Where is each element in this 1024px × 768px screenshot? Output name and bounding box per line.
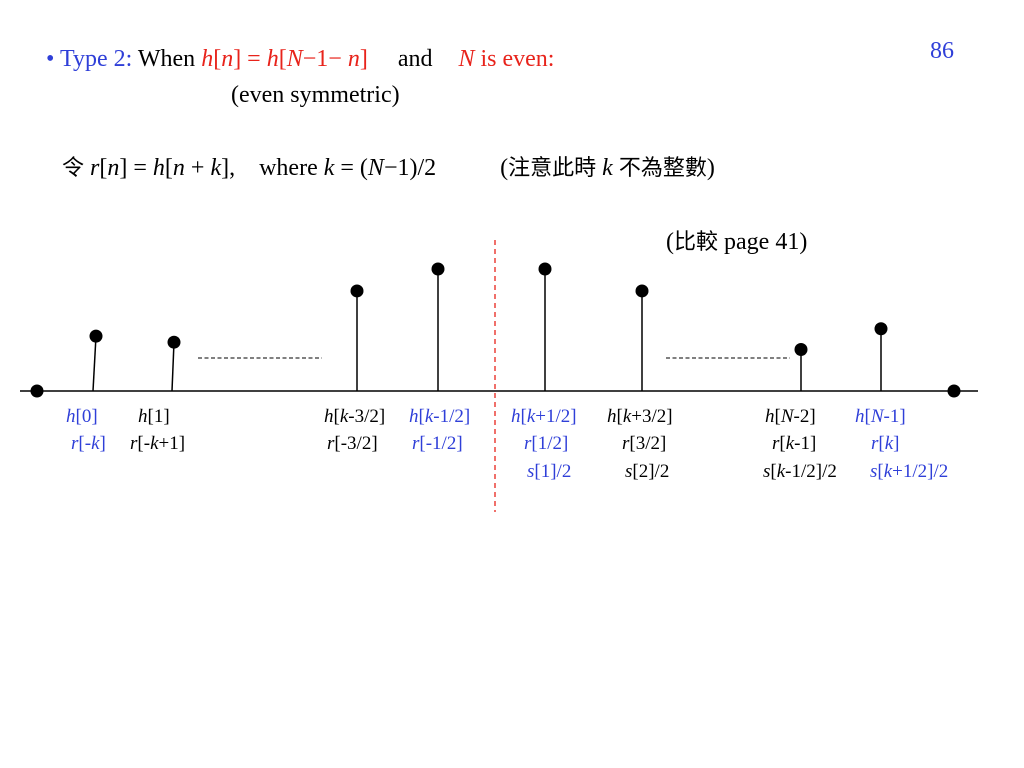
label-rk: r[k] [871, 433, 900, 454]
where-text: where k = (N−1)/2 [259, 155, 437, 181]
label-rmk: r[-k] [71, 433, 106, 454]
stem-line [171, 342, 175, 392]
stem-dot [794, 343, 808, 357]
definition-line: 令 r[n] = h[n + k], where k = (N−1)/2 (注意… [62, 150, 715, 182]
label-hkp12: h[k+1/2] [511, 406, 577, 427]
type-heading: • Type 2: When h[n] = h[N−1− n] and N is… [46, 46, 554, 73]
type-label: Type 2: [59, 46, 133, 72]
definition-note: (注意此時 k 不為整數) [500, 155, 715, 181]
label-rmkp1: r[-k+1] [130, 433, 186, 454]
label-r12: r[1/2] [524, 433, 569, 454]
when-text: When [137, 46, 196, 72]
stem-dot [30, 384, 44, 398]
label-h1: h[1] [138, 406, 170, 427]
page-number: 86 [930, 38, 954, 64]
label-hN1: h[N-1] [855, 406, 906, 427]
stem-dot [89, 329, 103, 343]
label-s1: s[1]/2 [527, 461, 572, 482]
stem-dot [431, 262, 445, 276]
stem-dot [350, 284, 364, 298]
bullet-icon: • [46, 46, 55, 72]
n-even-text: N is even: [458, 46, 555, 72]
label-h0: h[0] [66, 406, 98, 427]
label-rm12: r[-1/2] [412, 433, 463, 454]
symmetry-condition: h[n] = h[N−1− n] [201, 46, 368, 72]
label-rm32: r[-3/2] [327, 433, 378, 454]
definition-formula: r[n] = h[n + k], [90, 155, 236, 181]
label-r32: r[3/2] [622, 433, 667, 454]
compare-note: (比較 page 41) [666, 229, 808, 255]
stem-dot [538, 262, 552, 276]
label-skm12: s[k-1/2]/2 [763, 461, 837, 482]
stem-line [92, 336, 97, 392]
stem-dot [874, 322, 888, 336]
and-text: and [397, 46, 433, 72]
label-hk32: h[k-3/2] [324, 406, 386, 427]
stem-dot [167, 335, 181, 349]
label-hkp32: h[k+3/2] [607, 406, 673, 427]
stem-dot [635, 284, 649, 298]
label-hk12: h[k-1/2] [409, 406, 471, 427]
label-skp12: s[k+1/2]/2 [870, 461, 949, 482]
stem-dot [947, 384, 961, 398]
definition-prefix: 令 [62, 156, 85, 181]
label-hN2: h[N-2] [765, 406, 816, 427]
label-s2: s[2]/2 [625, 461, 670, 482]
label-rkm1: r[k-1] [772, 433, 817, 454]
even-symmetric-note: (even symmetric) [231, 82, 400, 108]
